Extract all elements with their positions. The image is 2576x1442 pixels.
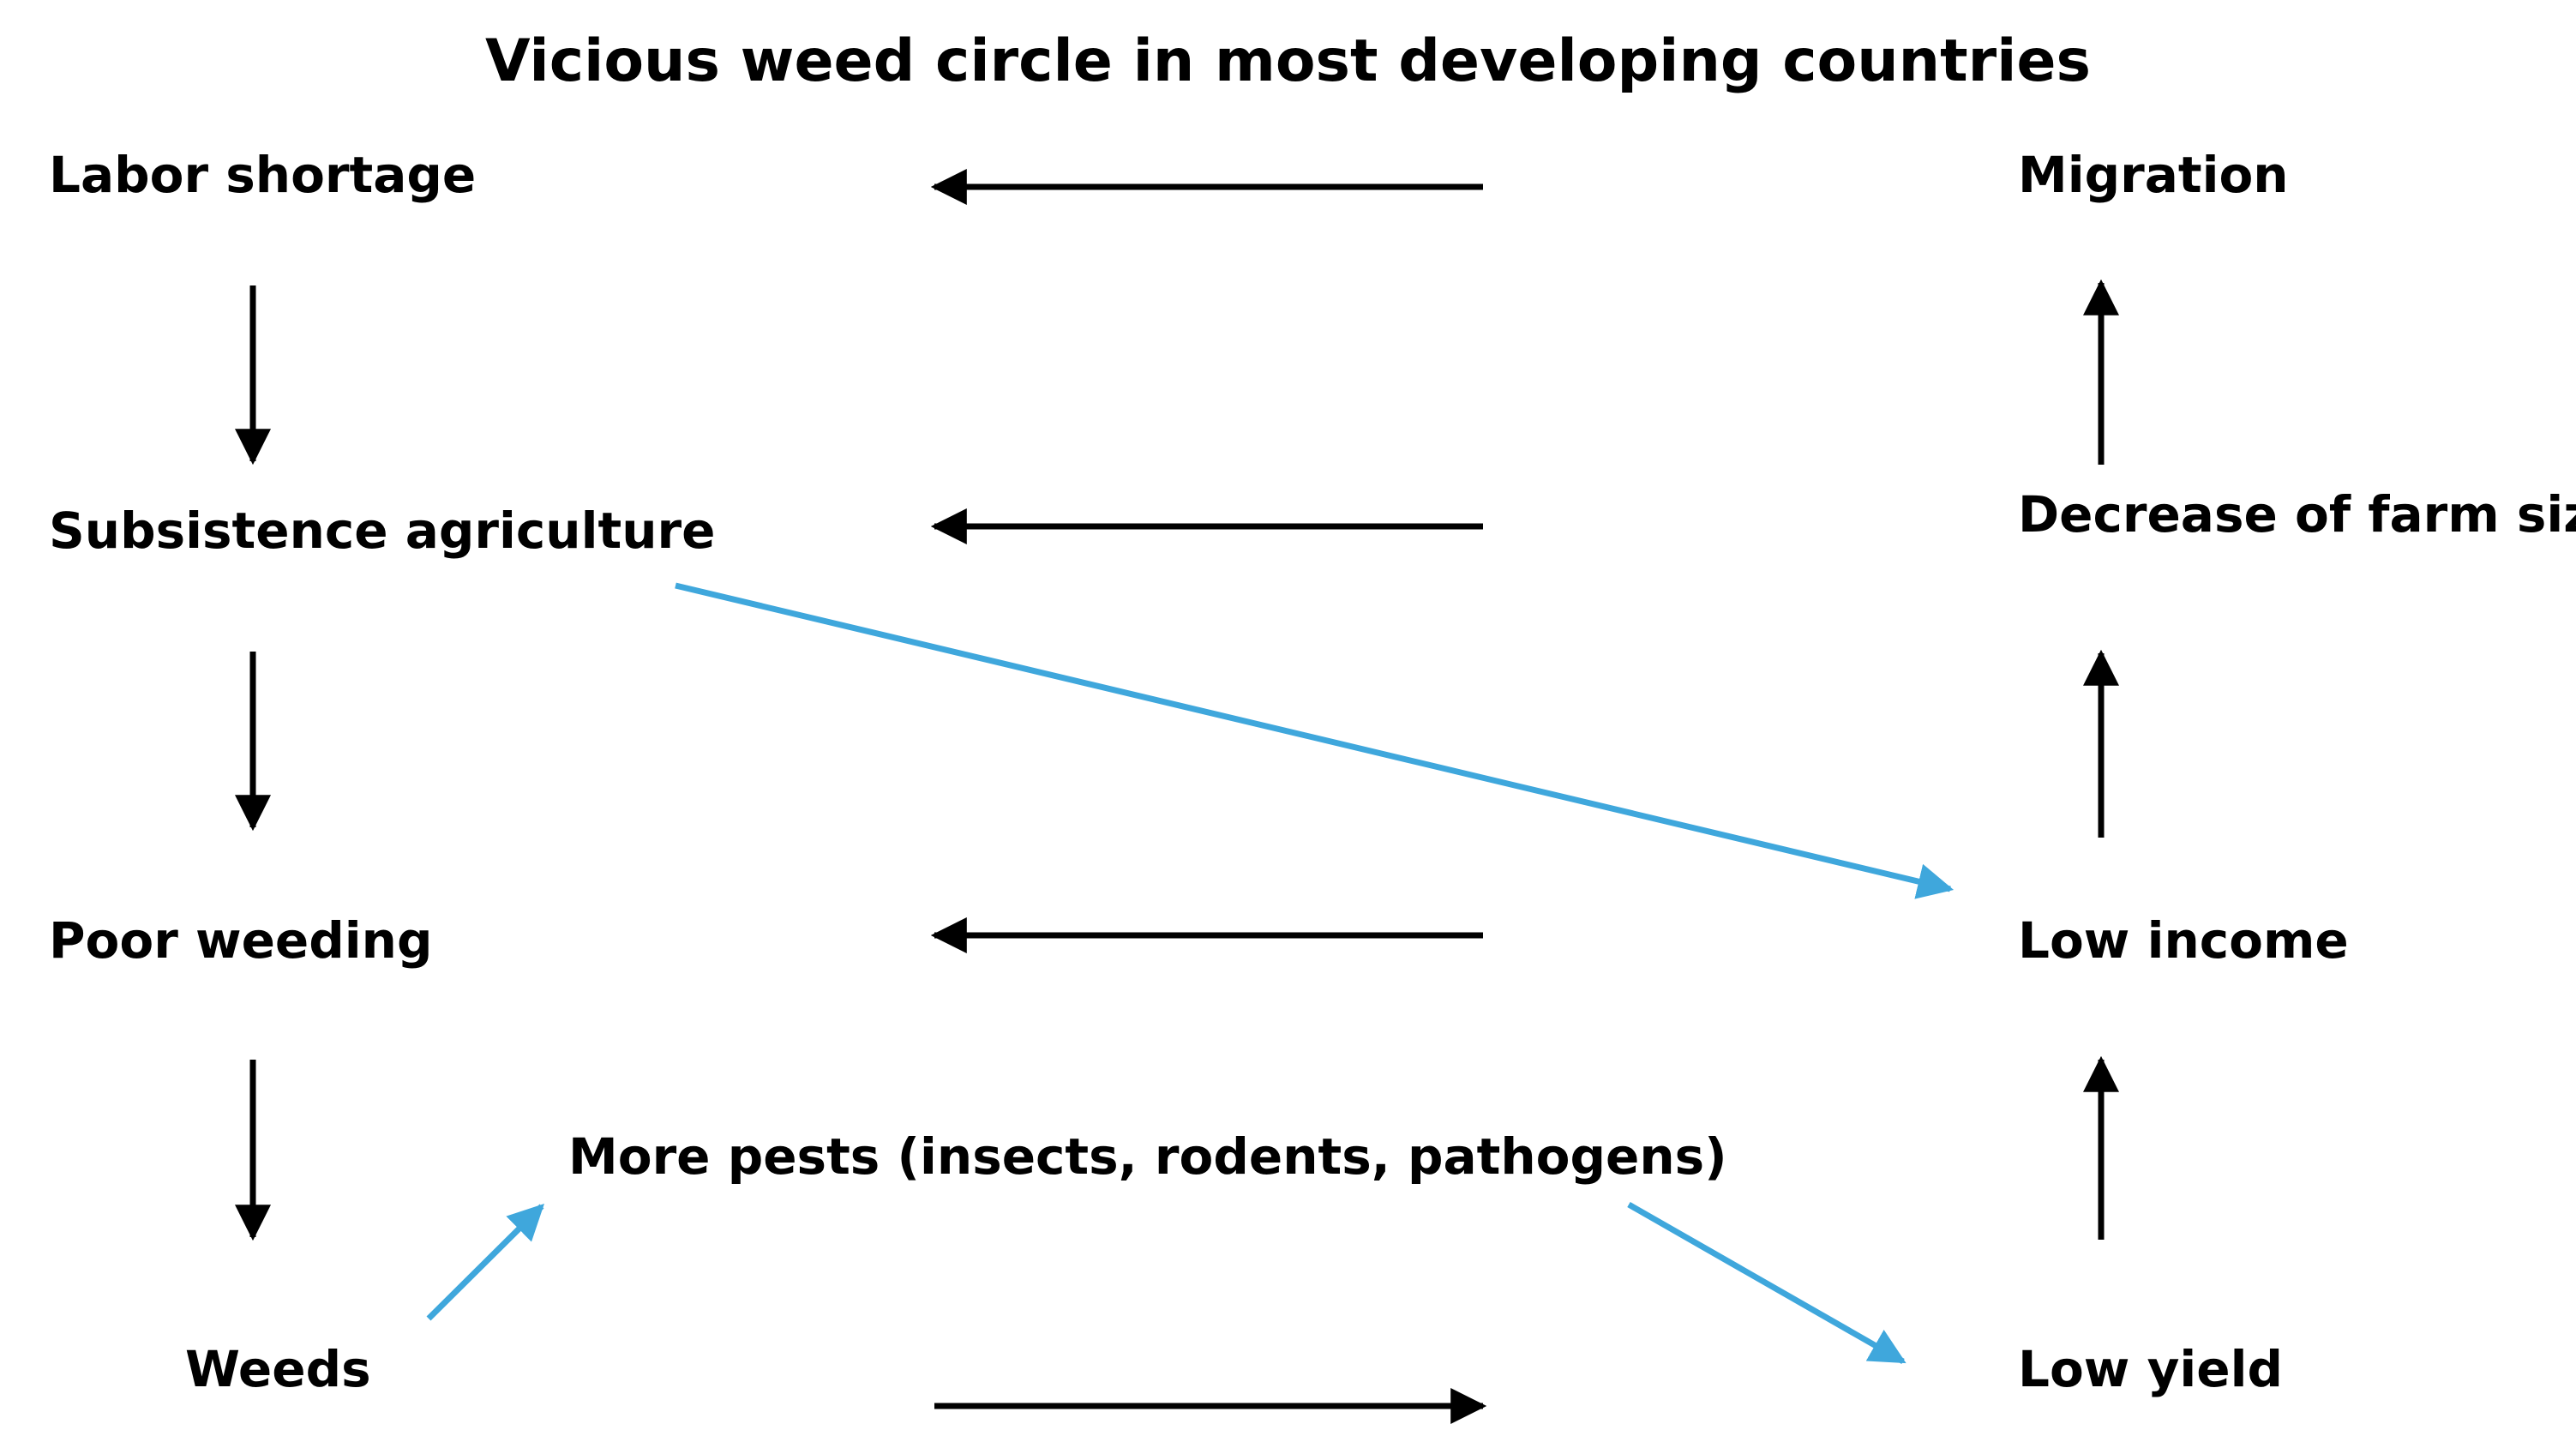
node-low-yield: Low yield [2018,1340,2284,1398]
node-migration: Migration [2018,146,2289,204]
node-subsistence-agriculture: Subsistence agriculture [49,502,716,560]
node-more-pests: More pests (insects, rodents, pathogens) [568,1127,1727,1186]
diagram-title: Vicious weed circle in most developing c… [484,27,2092,95]
node-weeds: Weeds [185,1340,371,1398]
node-decrease-farm-size: Decrease of farm size [2018,485,2576,544]
node-poor-weeding: Poor weeding [49,911,433,970]
arrow-more-pests-to-low-yield [1627,1201,1906,1365]
node-low-income: Low income [2018,911,2349,970]
arrow-subsistence-to-low-income [675,582,1955,899]
arrow-weeds-to-more-pests [426,1204,544,1321]
node-labor-shortage: Labor shortage [49,146,477,204]
